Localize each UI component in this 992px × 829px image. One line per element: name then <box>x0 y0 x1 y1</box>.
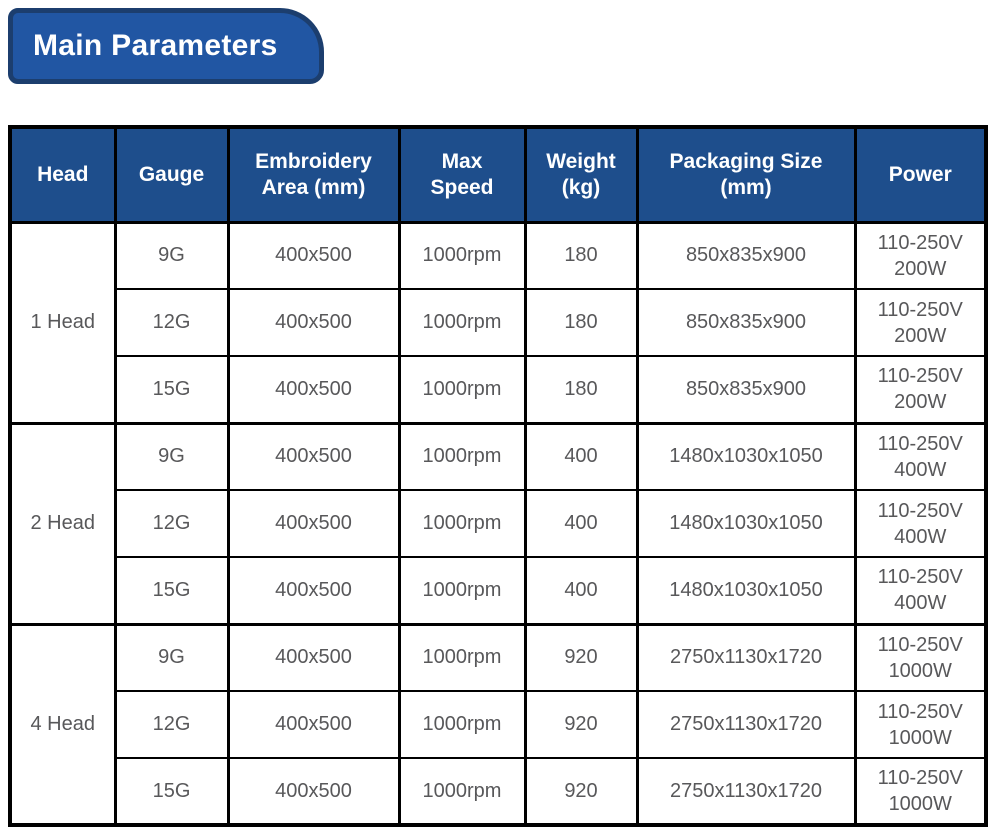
cell-packaging: 2750x1130x1720 <box>635 622 857 692</box>
cell-packaging: 2750x1130x1720 <box>635 690 857 759</box>
cell-packaging: 850x835x900 <box>635 355 857 424</box>
cell-speed: 1000rpm <box>397 288 527 357</box>
cell-speed: 1000rpm <box>397 220 527 290</box>
cell-power: 110-250V 200W <box>853 288 988 357</box>
table-row: 1 Head 9G 400x500 1000rpm 180 850x835x90… <box>8 220 988 424</box>
header-cell-gauge: Gauge <box>113 126 230 224</box>
cell-packaging: 850x835x900 <box>635 288 857 357</box>
cell-gauge: 15G <box>113 355 230 424</box>
cell-packaging: 1480x1030x1050 <box>635 556 857 625</box>
cell-packaging: 850x835x900 <box>635 220 857 290</box>
cell-area: 400x500 <box>226 556 401 625</box>
table-row: 12G 400x500 1000rpm 400 1480x1030x1050 1… <box>10 489 988 558</box>
cell-packaging: 2750x1130x1720 <box>635 757 857 826</box>
table-row: 15G 400x500 1000rpm 180 850x835x900 110-… <box>10 355 988 424</box>
cell-gauge: 12G <box>113 690 230 759</box>
cell-packaging: 1480x1030x1050 <box>635 421 857 491</box>
cell-gauge: 9G <box>113 421 230 491</box>
cell-power: 110-250V 400W <box>853 421 988 491</box>
parameters-table: Head Gauge Embroidery Area (mm) Max Spee… <box>8 125 988 827</box>
cell-head-group-4: 4 Head <box>8 622 117 826</box>
cell-power: 110-250V 1000W <box>853 757 988 826</box>
cell-power: 110-250V 200W <box>853 220 988 290</box>
cell-power: 110-250V 1000W <box>853 622 988 692</box>
cell-area: 400x500 <box>226 690 401 759</box>
header-cell-area: Embroidery Area (mm) <box>226 126 401 224</box>
cell-gauge: 15G <box>113 556 230 625</box>
cell-area: 400x500 <box>226 288 401 357</box>
cell-head-group-2: 2 Head <box>8 421 117 625</box>
cell-weight: 400 <box>523 421 639 491</box>
header-row: Head Gauge Embroidery Area (mm) Max Spee… <box>8 126 988 224</box>
header-cell-packaging: Packaging Size (mm) <box>635 126 857 224</box>
cell-area: 400x500 <box>226 622 401 692</box>
cell-weight: 180 <box>523 288 639 357</box>
table-body: 1 Head 9G 400x500 1000rpm 180 850x835x90… <box>8 220 988 826</box>
cell-area: 400x500 <box>226 421 401 491</box>
table-row: 15G 400x500 1000rpm 400 1480x1030x1050 1… <box>10 556 988 625</box>
cell-weight: 400 <box>523 489 639 558</box>
cell-packaging: 1480x1030x1050 <box>635 489 857 558</box>
cell-speed: 1000rpm <box>397 622 527 692</box>
cell-gauge: 15G <box>113 757 230 826</box>
section-banner: Main Parameters <box>8 8 333 84</box>
table-row: 2 Head 9G 400x500 1000rpm 400 1480x1030x… <box>8 421 988 625</box>
cell-weight: 180 <box>523 355 639 424</box>
header-cell-head: Head <box>8 126 117 224</box>
cell-weight: 180 <box>523 220 639 290</box>
cell-gauge: 9G <box>113 622 230 692</box>
table-row: 15G 400x500 1000rpm 920 2750x1130x1720 1… <box>10 757 988 826</box>
header-cell-power: Power <box>853 126 988 224</box>
cell-gauge: 9G <box>113 220 230 290</box>
cell-area: 400x500 <box>226 220 401 290</box>
cell-weight: 920 <box>523 622 639 692</box>
cell-power: 110-250V 400W <box>853 556 988 625</box>
cell-area: 400x500 <box>226 355 401 424</box>
cell-speed: 1000rpm <box>397 757 527 826</box>
cell-power: 110-250V 400W <box>853 489 988 558</box>
cell-gauge: 12G <box>113 288 230 357</box>
cell-speed: 1000rpm <box>397 489 527 558</box>
table-row: 12G 400x500 1000rpm 920 2750x1130x1720 1… <box>10 690 988 759</box>
cell-area: 400x500 <box>226 757 401 826</box>
cell-speed: 1000rpm <box>397 690 527 759</box>
cell-speed: 1000rpm <box>397 556 527 625</box>
table-row: 4 Head 9G 400x500 1000rpm 920 2750x1130x… <box>8 622 988 826</box>
header-cell-speed: Max Speed <box>397 126 527 224</box>
cell-weight: 920 <box>523 690 639 759</box>
table-row: 12G 400x500 1000rpm 180 850x835x900 110-… <box>10 288 988 357</box>
cell-speed: 1000rpm <box>397 421 527 491</box>
section-title: Main Parameters <box>33 29 278 62</box>
table-header: Head Gauge Embroidery Area (mm) Max Spee… <box>8 126 988 224</box>
cell-head-group-1: 1 Head <box>8 220 117 424</box>
cell-power: 110-250V 200W <box>853 355 988 424</box>
cell-power: 110-250V 1000W <box>853 690 988 759</box>
cell-speed: 1000rpm <box>397 355 527 424</box>
cell-area: 400x500 <box>226 489 401 558</box>
cell-gauge: 12G <box>113 489 230 558</box>
cell-weight: 920 <box>523 757 639 826</box>
header-cell-weight: Weight (kg) <box>523 126 639 224</box>
cell-weight: 400 <box>523 556 639 625</box>
